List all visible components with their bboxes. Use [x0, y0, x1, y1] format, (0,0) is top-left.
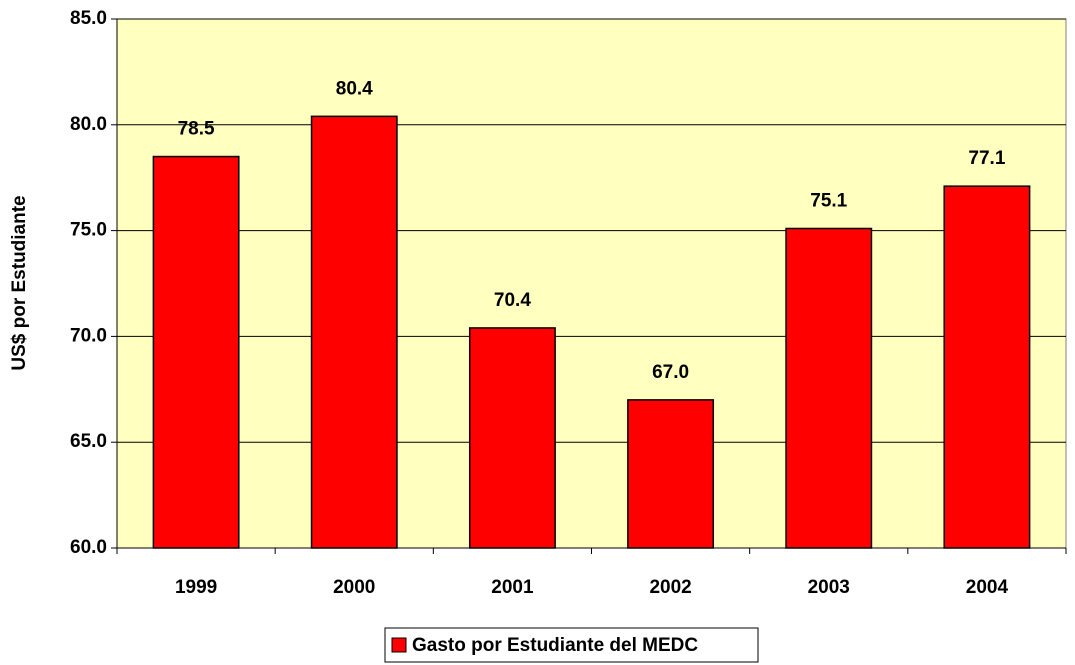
data-label: 75.1 [810, 190, 847, 211]
bar [152, 155, 240, 549]
y-tick-label: 75.0 [70, 220, 107, 241]
bar [468, 327, 556, 549]
legend-swatch [391, 637, 407, 653]
legend-label: Gasto por Estudiante del MEDC [412, 635, 698, 656]
y-tick-label: 60.0 [70, 537, 107, 558]
data-label: 67.0 [652, 362, 689, 383]
x-tick-label: 2002 [649, 577, 691, 598]
y-axis-label: US$ por Estudiante [9, 195, 30, 370]
y-tick-label: 85.0 [70, 8, 107, 29]
data-label: 70.4 [494, 290, 531, 311]
x-tick-label: 2000 [333, 577, 375, 598]
x-tick-label: 2004 [966, 577, 1009, 598]
data-label: 80.4 [336, 78, 373, 99]
bar [943, 185, 1031, 549]
bar [785, 227, 873, 549]
data-label: 77.1 [968, 148, 1005, 169]
data-label: 78.5 [178, 119, 215, 140]
x-tick-label: 2001 [491, 577, 534, 598]
plot-area [116, 18, 1067, 549]
y-tick-label: 80.0 [70, 114, 107, 135]
x-tick-label: 2003 [808, 577, 850, 598]
bar [310, 115, 398, 549]
legend-box [384, 627, 759, 663]
y-tick-label: 70.0 [70, 325, 107, 346]
y-tick-label: 65.0 [70, 431, 107, 452]
bar [627, 399, 715, 549]
x-tick-label: 1999 [175, 577, 217, 598]
